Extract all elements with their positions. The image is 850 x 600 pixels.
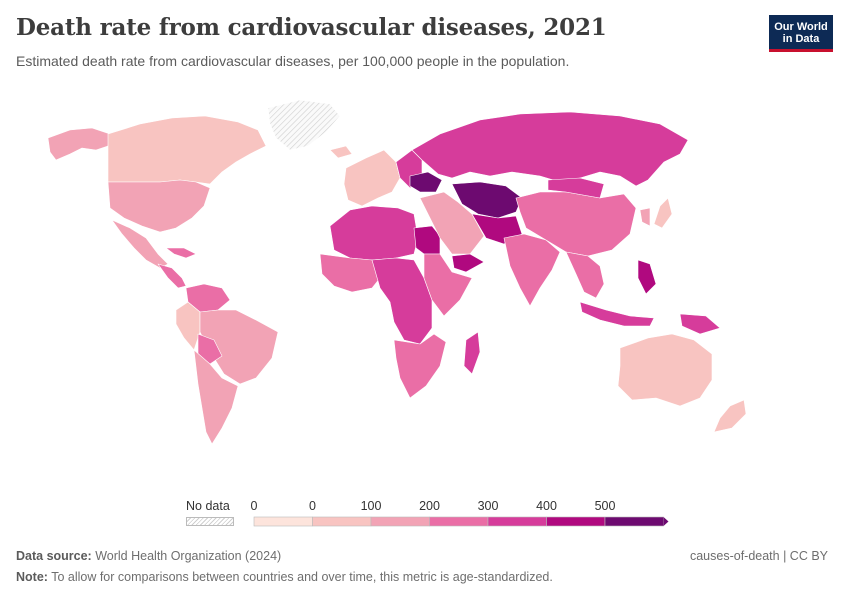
map-legend: No data 0 0 100 200 300 400 500 bbox=[0, 495, 850, 535]
map-region-afghanistan-iran[interactable] bbox=[471, 213, 523, 245]
legend-tick-label: 500 bbox=[594, 499, 616, 513]
legend-bin bbox=[370, 516, 430, 527]
map-region-ukraine-region[interactable] bbox=[409, 171, 443, 193]
map-region-alaska[interactable] bbox=[47, 127, 111, 161]
owid-logo[interactable]: Our World in Data bbox=[769, 15, 833, 52]
map-region-yemen[interactable] bbox=[451, 253, 485, 273]
map-region-central-america[interactable] bbox=[157, 263, 187, 289]
map-region-east-africa[interactable] bbox=[423, 253, 473, 317]
source-label: Data source: bbox=[16, 549, 92, 563]
legend-tick-label: 0 bbox=[309, 499, 316, 513]
map-region-central-africa[interactable] bbox=[371, 257, 433, 345]
legend-tick-label: 0 bbox=[250, 499, 258, 513]
map-region-australia[interactable] bbox=[617, 333, 713, 407]
map-region-russia[interactable] bbox=[411, 111, 689, 187]
note: Note: To allow for comparisons between c… bbox=[16, 570, 553, 584]
map-region-southeast-asia[interactable] bbox=[565, 251, 605, 299]
chart-subtitle: Estimated death rate from cardiovascular… bbox=[16, 53, 570, 69]
map-region-korea[interactable] bbox=[639, 207, 651, 227]
map-region-central-asia[interactable] bbox=[451, 181, 523, 219]
data-source: Data source: World Health Organization (… bbox=[16, 549, 281, 563]
map-region-southern-africa[interactable] bbox=[393, 333, 447, 399]
legend-tick-label: 400 bbox=[536, 499, 557, 513]
map-region-new-zealand[interactable] bbox=[713, 399, 747, 433]
map-region-iceland[interactable] bbox=[329, 145, 353, 159]
legend-tick-label: 200 bbox=[419, 499, 440, 513]
chart-title: Death rate from cardiovascular diseases,… bbox=[16, 14, 607, 41]
legend-arrow bbox=[663, 517, 669, 526]
legend-tick-label: 300 bbox=[477, 499, 499, 513]
map-region-india[interactable] bbox=[503, 233, 561, 307]
map-region-peru[interactable] bbox=[175, 301, 201, 351]
note-label: Note: bbox=[16, 570, 48, 584]
map-region-madagascar[interactable] bbox=[463, 331, 481, 375]
map-region-chile-argentina[interactable] bbox=[193, 349, 239, 445]
note-text: To allow for comparisons between countri… bbox=[51, 570, 553, 584]
logo-line-2: in Data bbox=[782, 33, 820, 45]
map-region-middle-east[interactable] bbox=[419, 191, 485, 255]
world-map[interactable] bbox=[0, 88, 850, 488]
map-region-caribbean[interactable] bbox=[165, 247, 197, 259]
map-region-united-states[interactable] bbox=[107, 179, 211, 233]
legend-bin bbox=[312, 516, 372, 527]
map-region-philippines[interactable] bbox=[637, 259, 657, 295]
legend-bin bbox=[487, 516, 547, 527]
legend-bin bbox=[546, 516, 606, 527]
map-region-west-africa[interactable] bbox=[319, 253, 381, 293]
map-region-greenland[interactable] bbox=[267, 99, 341, 151]
legend-color-bar bbox=[253, 516, 669, 527]
map-region-japan[interactable] bbox=[653, 197, 673, 229]
logo-line-1: Our World bbox=[774, 21, 828, 33]
legend-bin bbox=[429, 516, 489, 527]
map-region-western-europe[interactable] bbox=[343, 149, 401, 207]
map-region-mongolia[interactable] bbox=[547, 177, 605, 199]
legend-tick-label: 100 bbox=[360, 499, 382, 513]
map-region-indonesia[interactable] bbox=[579, 301, 655, 327]
source-text[interactable]: World Health Organization (2024) bbox=[95, 549, 282, 563]
license-link[interactable]: causes-of-death | CC BY bbox=[689, 549, 828, 563]
legend-bin bbox=[253, 516, 313, 527]
legend-bin bbox=[604, 516, 664, 527]
map-region-north-africa[interactable] bbox=[329, 205, 419, 261]
map-region-papua-new-guinea[interactable] bbox=[679, 313, 721, 335]
map-region-bolivia[interactable] bbox=[197, 333, 223, 365]
no-data-swatch bbox=[186, 517, 234, 526]
no-data-label: No data bbox=[186, 499, 230, 513]
map-region-canada[interactable] bbox=[107, 115, 267, 185]
